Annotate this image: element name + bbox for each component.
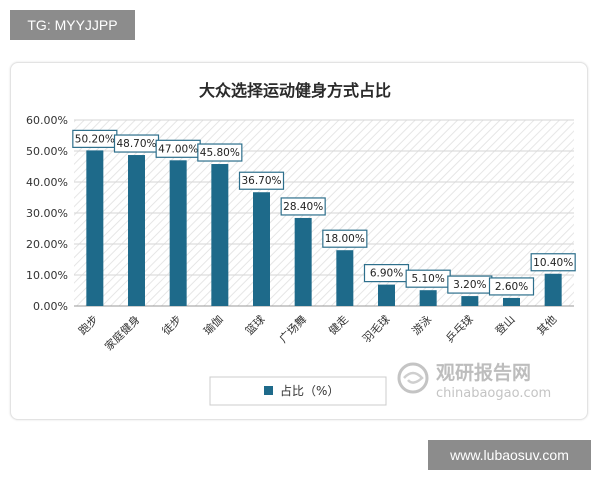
data-label: 10.40% (533, 257, 573, 269)
x-tick-label: 家庭健身 (102, 312, 143, 353)
y-tick-label: 50.00% (26, 145, 68, 158)
x-tick-label: 其他 (535, 313, 560, 338)
x-tick-label: 乒乓球 (443, 312, 476, 345)
data-label: 48.70% (116, 138, 156, 150)
y-tick-label: 20.00% (26, 238, 68, 251)
data-label-box (488, 277, 535, 296)
data-label: 50.20% (75, 133, 115, 145)
data-label: 45.80% (200, 147, 240, 159)
legend: 占比（%） (209, 376, 387, 406)
data-label-box (280, 197, 326, 216)
legend-box (209, 376, 387, 406)
x-tick-label: 游泳 (409, 312, 434, 337)
data-label: 3.20% (453, 279, 486, 291)
data-label: 36.70% (241, 175, 281, 187)
x-tick-label: 跑步 (75, 312, 100, 337)
x-tick-label: 健走 (326, 313, 351, 338)
bar (419, 290, 437, 306)
y-tick-label: 30.00% (26, 207, 68, 220)
data-label-box (238, 171, 285, 190)
data-label: 28.40% (283, 201, 323, 213)
x-tick-label: 徒步 (159, 312, 184, 337)
logo-name: 观研报告网 (436, 361, 531, 384)
x-tick-label: 广场舞 (276, 312, 309, 345)
x-tick-label: 羽毛球 (359, 312, 392, 345)
y-tick-label: 0.00% (33, 300, 68, 313)
data-label-box (322, 229, 368, 248)
data-label: 6.90% (370, 268, 403, 280)
bar (169, 160, 187, 306)
legend-label: 占比（%） (280, 383, 339, 398)
bar (503, 297, 520, 306)
bar (461, 296, 479, 306)
x-tick-label: 篮球 (242, 312, 267, 337)
y-tick-label: 60.00% (26, 114, 68, 127)
y-tick-label: 10.00% (26, 269, 68, 282)
watermark-top-left: TG: MYYJJPP (10, 10, 135, 40)
bar (211, 164, 229, 306)
logo: 观研报告网 chinabaogao.com (397, 361, 551, 401)
data-label: 47.00% (158, 143, 198, 155)
data-label-box (197, 143, 243, 162)
y-tick-label: 40.00% (26, 176, 68, 189)
data-label: 5.10% (411, 273, 444, 285)
legend-swatch (264, 386, 273, 395)
data-label: 18.00% (325, 233, 365, 245)
bar (86, 150, 104, 306)
x-tick-label: 瑜伽 (200, 312, 225, 337)
bar (378, 284, 395, 306)
logo-swirl-inner-icon (403, 371, 424, 384)
bar (128, 155, 145, 306)
logo-url: chinabaogao.com (436, 386, 551, 401)
x-tick-label: 登山 (492, 312, 517, 337)
bar (294, 217, 312, 306)
bar (253, 192, 270, 306)
chart-title: 大众选择运动健身方式占比 (199, 81, 391, 100)
logo-swirl-icon (397, 362, 429, 394)
bar (544, 273, 562, 306)
watermark-bottom-right: www.lubaosuv.com (428, 440, 591, 470)
bar (336, 250, 354, 306)
data-label-box (530, 253, 576, 272)
data-label: 2.60% (495, 281, 528, 293)
